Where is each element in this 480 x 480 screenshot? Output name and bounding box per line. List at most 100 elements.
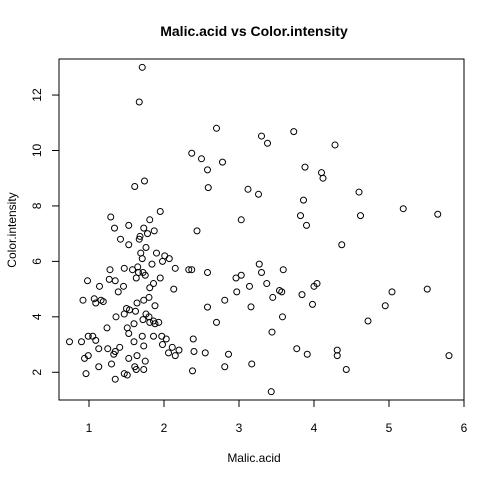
data-point-5 xyxy=(264,139,271,147)
data-point-59 xyxy=(96,282,103,290)
data-point-105 xyxy=(151,320,159,328)
data-point-108 xyxy=(130,320,138,328)
data-point-9 xyxy=(219,158,226,166)
data-point-85 xyxy=(221,296,229,304)
data-point-132 xyxy=(81,354,88,362)
data-point-69 xyxy=(255,260,263,268)
y-tick-label-5: 12 xyxy=(30,88,44,102)
data-point-37 xyxy=(144,230,151,238)
data-point-114 xyxy=(162,335,170,343)
data-point-84 xyxy=(247,303,255,311)
data-point-80 xyxy=(313,280,321,288)
data-point-158 xyxy=(364,317,372,325)
plot-frame xyxy=(58,58,465,401)
data-point-62 xyxy=(146,284,154,292)
data-point-72 xyxy=(263,280,271,288)
data-point-3 xyxy=(258,132,265,140)
data-point-76 xyxy=(233,288,241,296)
data-point-116 xyxy=(165,349,172,357)
data-point-147 xyxy=(201,349,209,357)
data-point-166 xyxy=(114,288,122,296)
data-point-24 xyxy=(107,213,115,221)
data-point-17 xyxy=(244,185,252,193)
data-point-8 xyxy=(198,155,205,163)
data-point-168 xyxy=(103,324,111,332)
y-axis-label: Color.intensity xyxy=(5,192,19,267)
data-point-13 xyxy=(319,174,327,182)
data-point-140 xyxy=(140,366,148,374)
data-point-119 xyxy=(159,341,166,349)
data-point-15 xyxy=(131,183,139,191)
data-point-27 xyxy=(357,212,364,220)
data-point-82 xyxy=(309,300,316,308)
data-point-41 xyxy=(142,244,150,252)
data-point-65 xyxy=(165,255,173,263)
y-axis: 2 4 6 8 10 12 xyxy=(30,88,59,376)
x-tick-label-2: 3 xyxy=(236,421,243,435)
data-point-99 xyxy=(120,310,128,318)
y-tick-label-1: 4 xyxy=(30,313,44,320)
chart-title: Malic.acid vs Color.intensity xyxy=(160,23,348,39)
data-point-16 xyxy=(204,184,212,192)
data-point-87 xyxy=(279,313,286,321)
data-point-40 xyxy=(117,235,124,243)
data-point-110 xyxy=(125,329,133,337)
data-point-11 xyxy=(204,166,211,174)
data-point-162 xyxy=(445,352,453,360)
data-point-30 xyxy=(156,207,164,215)
data-point-115 xyxy=(168,343,176,351)
x-tick-label-3: 4 xyxy=(311,421,318,435)
data-point-71 xyxy=(279,266,287,274)
data-point-22 xyxy=(297,212,304,220)
data-point-107 xyxy=(139,316,147,324)
data-point-95 xyxy=(97,296,105,304)
data-point-33 xyxy=(193,227,201,235)
data-point-29 xyxy=(146,216,154,224)
data-point-134 xyxy=(95,363,103,371)
data-point-49 xyxy=(171,264,179,272)
data-point-106 xyxy=(155,318,163,326)
data-point-165 xyxy=(151,302,159,310)
x-axis: 1 2 3 4 5 6 xyxy=(86,400,468,435)
data-point-94 xyxy=(92,299,100,307)
data-point-57 xyxy=(111,277,119,285)
data-point-91 xyxy=(133,299,141,307)
data-point-127 xyxy=(84,332,92,340)
data-point-83 xyxy=(269,293,277,301)
data-point-151 xyxy=(268,328,276,336)
data-point-112 xyxy=(150,332,157,340)
x-tick-label-1: 2 xyxy=(161,421,168,435)
y-tick-label-4: 10 xyxy=(30,143,44,157)
data-point-21 xyxy=(399,205,407,213)
data-point-28 xyxy=(303,221,310,229)
data-point-0 xyxy=(138,63,146,71)
data-point-26 xyxy=(125,221,133,229)
data-points xyxy=(66,63,453,396)
data-point-89 xyxy=(145,293,153,301)
data-point-117 xyxy=(171,352,179,360)
data-point-161 xyxy=(423,285,431,293)
data-point-86 xyxy=(204,303,211,311)
data-point-124 xyxy=(104,345,112,353)
data-point-4 xyxy=(290,128,298,136)
data-point-48 xyxy=(148,260,156,268)
data-point-150 xyxy=(248,360,256,368)
data-point-64 xyxy=(156,274,164,282)
data-point-61 xyxy=(120,282,127,290)
data-point-70 xyxy=(258,268,265,276)
data-point-7 xyxy=(331,141,339,149)
data-point-97 xyxy=(79,296,87,304)
data-point-154 xyxy=(303,350,311,358)
data-point-125 xyxy=(95,345,103,353)
x-tick-label-5: 6 xyxy=(461,421,468,435)
data-point-164 xyxy=(213,318,220,326)
data-point-138 xyxy=(123,371,131,379)
data-point-68 xyxy=(204,268,211,276)
data-point-123 xyxy=(110,350,118,358)
data-point-35 xyxy=(338,241,346,249)
data-point-88 xyxy=(170,285,178,293)
data-point-98 xyxy=(112,313,120,321)
data-point-130 xyxy=(66,338,73,346)
data-point-53 xyxy=(120,264,128,272)
